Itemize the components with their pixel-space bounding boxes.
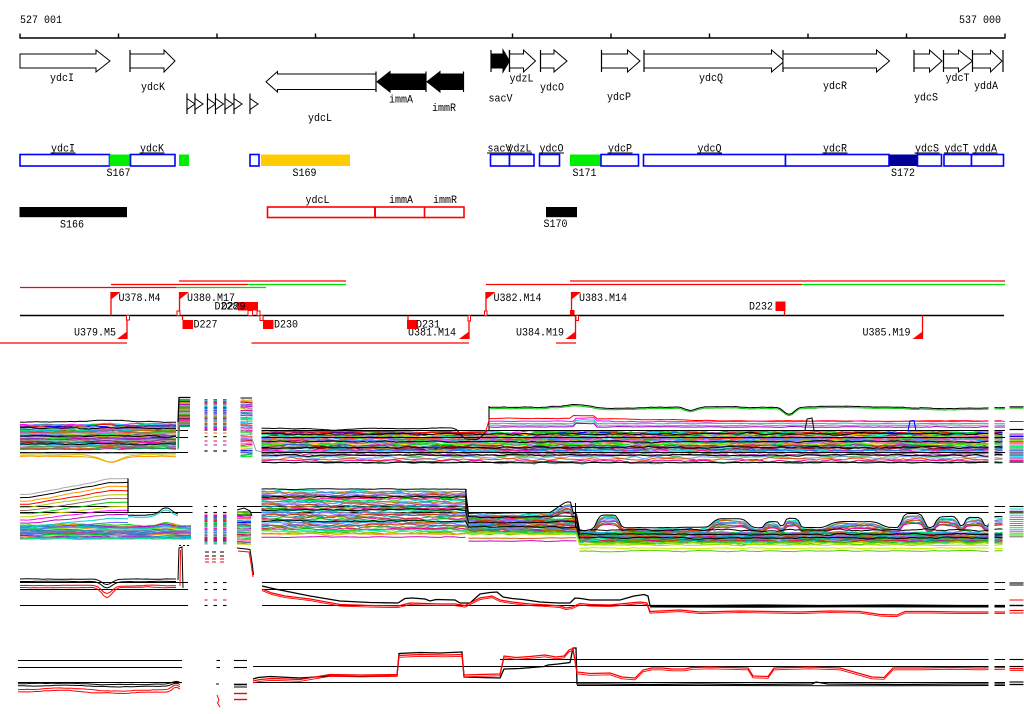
svg-text:S167: S167 bbox=[107, 168, 131, 180]
svg-text:D227: D227 bbox=[194, 320, 218, 332]
svg-text:ydcQ: ydcQ bbox=[698, 144, 722, 156]
svg-text:U380.M17: U380.M17 bbox=[187, 293, 235, 305]
svg-text:537 000: 537 000 bbox=[959, 15, 1001, 27]
svg-text:D228: D228 bbox=[215, 302, 239, 314]
svg-text:S170: S170 bbox=[544, 219, 568, 231]
svg-text:ydcO: ydcO bbox=[540, 83, 564, 95]
svg-text:U384.M19: U384.M19 bbox=[516, 328, 564, 340]
svg-text:D231: D231 bbox=[416, 320, 440, 332]
svg-text:ydcQ: ydcQ bbox=[699, 73, 723, 85]
svg-text:S169: S169 bbox=[293, 168, 317, 180]
svg-text:ydcR: ydcR bbox=[823, 81, 847, 93]
svg-text:U378.M4: U378.M4 bbox=[119, 293, 161, 305]
svg-text:527 001: 527 001 bbox=[20, 15, 62, 27]
svg-text:immR: immR bbox=[432, 103, 456, 115]
svg-text:U382.M14: U382.M14 bbox=[494, 293, 542, 305]
svg-text:ydzL: ydzL bbox=[508, 144, 532, 156]
svg-text:immA: immA bbox=[389, 95, 413, 107]
svg-text:ydcI: ydcI bbox=[51, 144, 75, 156]
svg-text:ydcP: ydcP bbox=[608, 144, 632, 156]
svg-text:U383.M14: U383.M14 bbox=[579, 293, 627, 305]
svg-text:S166: S166 bbox=[60, 220, 84, 232]
svg-text:ydcL: ydcL bbox=[306, 195, 330, 207]
svg-text:ydcK: ydcK bbox=[140, 144, 164, 156]
svg-text:ydcR: ydcR bbox=[823, 144, 847, 156]
svg-text:ydcL: ydcL bbox=[308, 113, 332, 125]
svg-text:ydcT: ydcT bbox=[945, 144, 969, 156]
svg-text:ydzL: ydzL bbox=[510, 74, 534, 86]
svg-text:D232: D232 bbox=[749, 302, 773, 314]
svg-text:S171: S171 bbox=[573, 168, 597, 180]
svg-text:ydcP: ydcP bbox=[607, 92, 631, 104]
svg-text:immA: immA bbox=[389, 195, 413, 207]
svg-text:yddA: yddA bbox=[974, 81, 998, 93]
svg-text:ydcK: ydcK bbox=[141, 82, 165, 94]
svg-text:U385.M19: U385.M19 bbox=[863, 328, 911, 340]
svg-text:ydcO: ydcO bbox=[540, 144, 564, 156]
svg-text:D229: D229 bbox=[222, 302, 246, 314]
svg-text:ydcS: ydcS bbox=[915, 144, 939, 156]
svg-text:immR: immR bbox=[433, 195, 457, 207]
svg-text:ydcT: ydcT bbox=[946, 73, 970, 85]
svg-text:yddA: yddA bbox=[973, 144, 997, 156]
svg-text:U379.M5: U379.M5 bbox=[74, 328, 116, 340]
svg-text:D230: D230 bbox=[274, 320, 298, 332]
svg-text:ydcI: ydcI bbox=[50, 73, 74, 85]
svg-text:U381.M14: U381.M14 bbox=[408, 328, 456, 340]
svg-text:ydcS: ydcS bbox=[914, 93, 938, 105]
svg-text:S172: S172 bbox=[891, 168, 915, 180]
svg-text:sacV: sacV bbox=[489, 94, 513, 106]
